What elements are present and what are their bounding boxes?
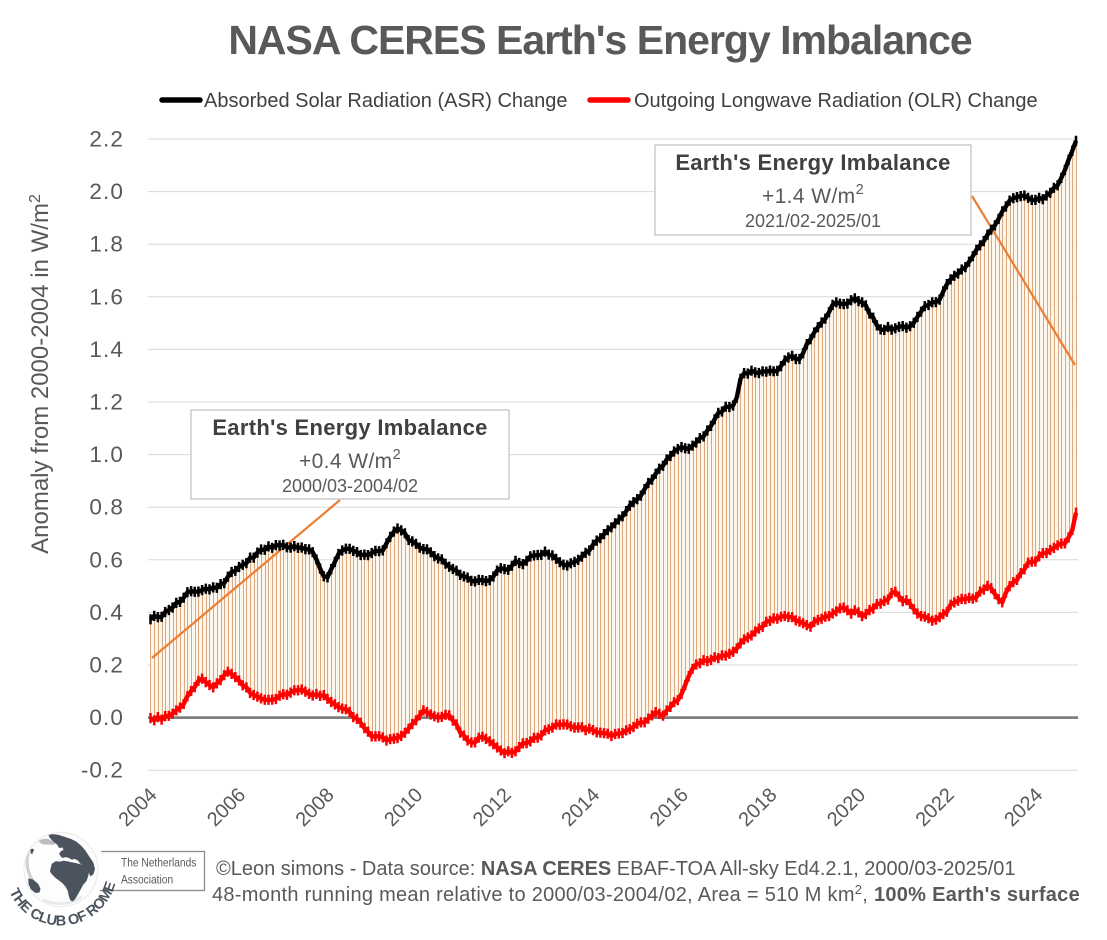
svg-text:-0.2: -0.2: [81, 758, 124, 783]
svg-text:+1.4 W/m2: +1.4 W/m2: [762, 182, 864, 208]
svg-text:2000/03-2004/02: 2000/03-2004/02: [282, 476, 418, 496]
svg-text:0.6: 0.6: [89, 547, 124, 572]
svg-text:The Netherlands: The Netherlands: [121, 857, 197, 870]
svg-text:1.4: 1.4: [89, 337, 124, 362]
svg-text:0.0: 0.0: [89, 705, 124, 730]
svg-text:Earth's Energy Imbalance: Earth's Energy Imbalance: [212, 415, 487, 440]
svg-text:2.0: 2.0: [89, 179, 124, 204]
svg-text:1.0: 1.0: [89, 442, 124, 467]
svg-text:©Leon simons - Data source: NA: ©Leon simons - Data source: NASA CERES E…: [216, 858, 1016, 880]
svg-text:NASA CERES Earth's Energy Imba: NASA CERES Earth's Energy Imbalance: [228, 17, 972, 63]
svg-text:1.6: 1.6: [89, 284, 124, 309]
svg-text:0.2: 0.2: [89, 653, 124, 678]
svg-text:2021/02-2025/01: 2021/02-2025/01: [745, 211, 881, 231]
svg-text:1.2: 1.2: [89, 390, 124, 415]
svg-text:0.8: 0.8: [89, 495, 124, 520]
svg-text:+0.4 W/m2: +0.4 W/m2: [299, 447, 401, 473]
svg-text:Outgoing Longwave Radiation (O: Outgoing Longwave Radiation (OLR) Change: [634, 90, 1038, 112]
svg-text:0.4: 0.4: [89, 600, 124, 625]
svg-text:1.8: 1.8: [89, 232, 124, 257]
svg-text:Anomaly from 2000-2004 in W/m2: Anomaly from 2000-2004 in W/m2: [27, 194, 55, 554]
svg-text:Earth's Energy Imbalance: Earth's Energy Imbalance: [675, 150, 950, 175]
svg-text:48-month running mean relative: 48-month running mean relative to 2000/0…: [212, 882, 1080, 907]
svg-text:Absorbed Solar Radiation (ASR): Absorbed Solar Radiation (ASR) Change: [204, 90, 568, 112]
svg-text:2.2: 2.2: [89, 127, 124, 152]
svg-text:Association: Association: [121, 874, 173, 887]
